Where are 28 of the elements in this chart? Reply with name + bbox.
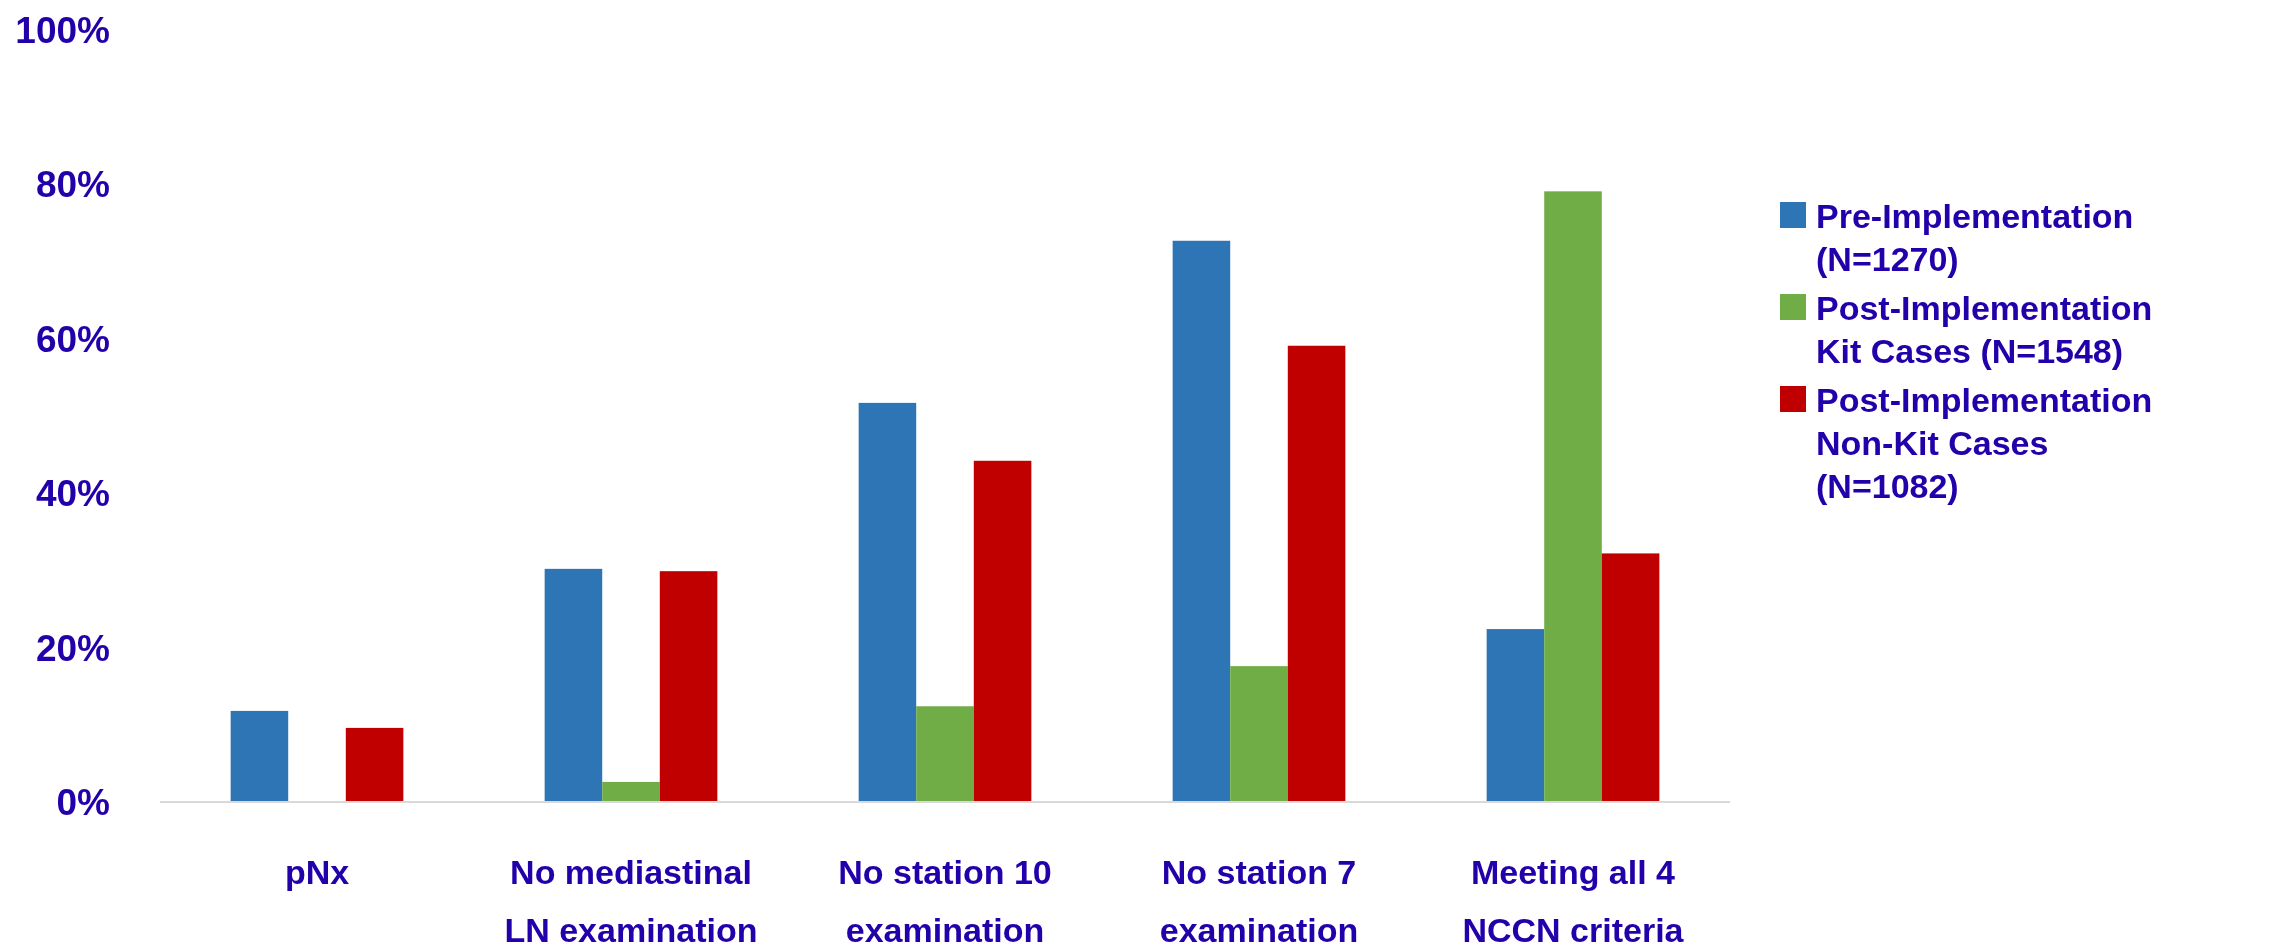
- bar: [602, 781, 660, 802]
- x-tick-label: Meeting all 4 NCCN criteria: [1462, 853, 1685, 945]
- bar: [858, 402, 917, 802]
- bar: [1172, 240, 1231, 802]
- y-tick-label: 100%: [15, 9, 110, 51]
- bar: [1486, 629, 1545, 802]
- y-tick-label: 40%: [35, 473, 110, 515]
- bar: [916, 706, 974, 802]
- bar: [1230, 666, 1288, 802]
- bar: [659, 571, 718, 802]
- bar: [1601, 553, 1660, 802]
- legend-label: Post-Implementation Kit Cases (N=1548): [1816, 289, 2153, 370]
- x-tick-label: No station 10 examination: [838, 853, 1052, 945]
- x-tick-label: No station 7 examination: [1159, 853, 1359, 945]
- bar: [1544, 191, 1602, 802]
- bar: [345, 727, 404, 802]
- y-tick-label: 20%: [35, 627, 110, 669]
- bar: [973, 460, 1032, 802]
- bar: [544, 568, 603, 802]
- legend-label: Post-Implementation Non-Kit Cases (N=1082): [1816, 381, 2153, 505]
- bar: [230, 710, 289, 802]
- y-tick-label: 0%: [56, 781, 110, 823]
- x-tick-label: No mediastinal LN examination: [504, 853, 758, 945]
- y-tick-label: 60%: [35, 318, 110, 360]
- x-tick-label: pNx: [284, 853, 350, 891]
- legend-label: Pre-Implementation (N=1270): [1816, 197, 2134, 278]
- y-tick-label: 80%: [35, 164, 110, 206]
- bar: [1287, 345, 1346, 802]
